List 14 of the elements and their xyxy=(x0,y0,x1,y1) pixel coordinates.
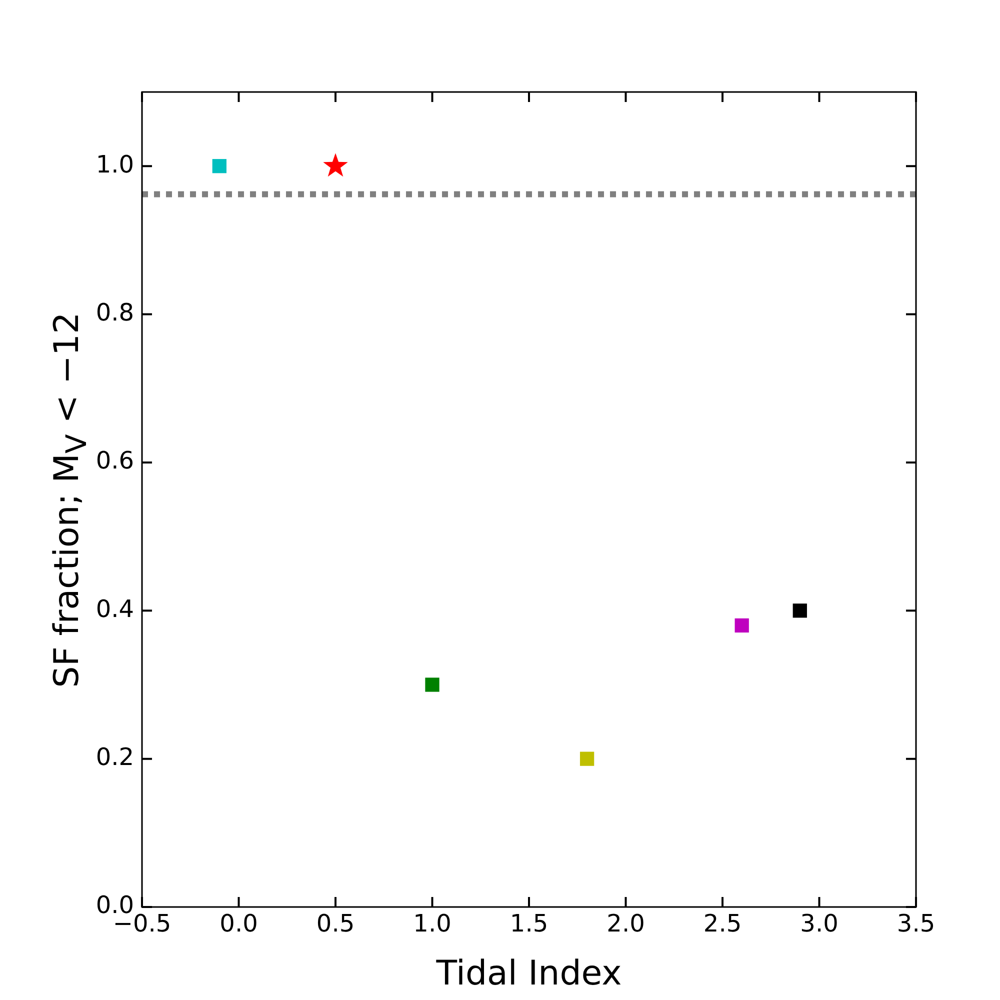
x-tick-label: 1.5 xyxy=(510,910,548,938)
y-tick-label: 0.6 xyxy=(96,446,134,475)
y-tick-label: 0.8 xyxy=(96,298,134,327)
x-axis-title: Tidal Index xyxy=(435,953,622,994)
y-tick-label: 1.0 xyxy=(96,150,134,178)
x-tick-label: 1.0 xyxy=(413,910,452,938)
y-tick-label: 0.4 xyxy=(96,594,134,623)
x-tick-label: 0.0 xyxy=(220,910,258,938)
x-tick-label: 2.0 xyxy=(606,910,645,938)
x-tick-label: 2.5 xyxy=(703,910,742,938)
y-tick-label: 0.2 xyxy=(96,743,134,772)
x-tick-label: 3.5 xyxy=(896,910,936,938)
x-tick-label: 3.0 xyxy=(800,910,838,938)
x-tick-label: 0.5 xyxy=(316,910,355,938)
